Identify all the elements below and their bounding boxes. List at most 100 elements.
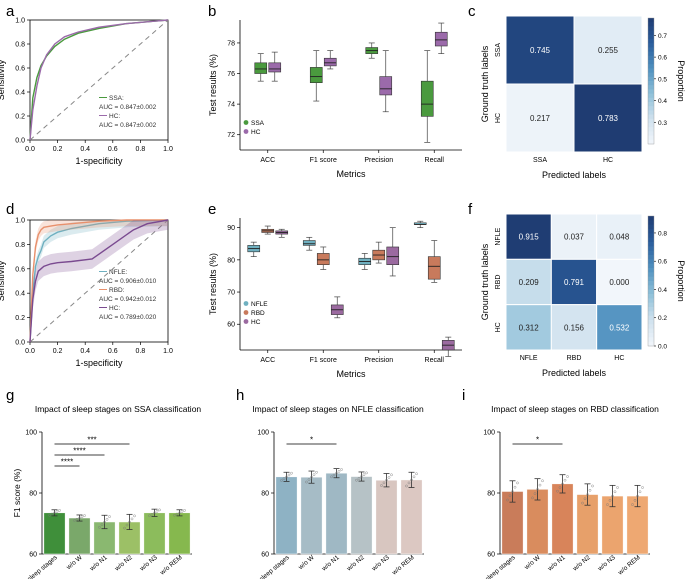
box-ssa-f1-score [309, 67, 323, 84]
x-tick-label: 0.4 [80, 146, 90, 153]
legend-label: HC [251, 319, 261, 326]
colorbar-tick-label: 0.5 [658, 76, 667, 83]
y-tick-label: 60 [261, 552, 269, 559]
legend-name: SSA: [109, 95, 124, 102]
colorbar-segment [648, 320, 654, 325]
panel-b-boxplot: 72 74 76 78 Test results (%) Metrics ACC F1 sco… [208, 20, 462, 179]
cm-cell [505, 15, 575, 85]
colorbar-segment [648, 68, 654, 74]
data-point [591, 484, 594, 488]
bar-0 [43, 512, 66, 555]
colorbar-segment [648, 30, 654, 36]
cm-value: 0.791 [564, 278, 585, 287]
legend-label: HC [251, 129, 261, 136]
box-ssa-acc [254, 62, 268, 74]
data-point [130, 517, 134, 521]
colorbar-segment [648, 246, 654, 252]
data-point [566, 475, 569, 478]
data-point [128, 520, 131, 524]
x-axis-label: 1-specificity [75, 358, 123, 368]
data-point [340, 468, 343, 471]
colorbar-tick-label: 0.6 [658, 259, 667, 266]
y-tick-label: 1.0 [15, 218, 25, 225]
cm-x-label: HC [614, 355, 624, 362]
data-point [180, 510, 184, 513]
data-point [412, 475, 416, 479]
cm-y-label: RBD [495, 275, 502, 290]
y-tick-label: 0.4 [15, 90, 25, 97]
y-axis-label: F1 score (%) [12, 469, 22, 518]
roc-curve-hc [29, 19, 169, 141]
cm-value: 0.048 [609, 233, 630, 242]
x-tick-label: w/o N2 [113, 554, 134, 573]
x-tick-label: w/o REM [390, 554, 415, 577]
x-tick-label: w/o N3 [596, 554, 617, 573]
data-point [153, 511, 156, 515]
cm-cell [596, 304, 643, 351]
box-rbd-recall [427, 256, 441, 280]
roc-curve-rbd [29, 219, 168, 343]
colorbar-segment [648, 242, 654, 247]
data-point [332, 473, 336, 477]
data-point [133, 514, 136, 518]
legend-name: HC: [109, 305, 120, 312]
data-point [282, 477, 286, 480]
bar-chart-title: Impact of sleep stages on RBD classifica… [491, 404, 659, 414]
legend-dot-rbd [243, 310, 249, 315]
legend-auc: AUC = 0.847±0.002 [99, 122, 157, 129]
cm-value: 0.532 [609, 323, 630, 332]
box-nfle-f1-score [302, 240, 316, 246]
y-tick-label: 70 [227, 290, 235, 297]
roc-curve-nfle [29, 219, 169, 343]
data-point [513, 485, 517, 489]
data-point [511, 490, 514, 493]
data-point [100, 523, 104, 526]
colorbar-segment [648, 302, 654, 308]
colorbar-tick-label: 0.8 [658, 230, 667, 237]
legend-auc: AUC = 0.789±0.020 [99, 314, 157, 321]
y-tick-label: 0.4 [15, 291, 25, 298]
cm-y-label: SSA [495, 43, 502, 57]
y-tick-label: 0.0 [15, 340, 25, 347]
y-tick-label: 60 [227, 322, 235, 329]
x-tick-label: Precision [364, 157, 393, 164]
colorbar-tick-label: 0.4 [658, 98, 667, 105]
panel-i-bar: Impact of sleep stages on RBD classifica… [468, 404, 659, 579]
cm-x-label: HC [603, 157, 613, 164]
colorbar-segment [648, 289, 654, 295]
colorbar-tick-label: 0.3 [658, 120, 667, 127]
colorbar-segment [648, 272, 654, 278]
data-point [287, 473, 291, 477]
cm-y-label: NFLE [495, 227, 502, 245]
data-point [538, 483, 542, 487]
x-tick-label: w/o N2 [345, 554, 366, 573]
y-tick-label: 0.6 [15, 66, 25, 73]
x-tick-label: w/o N1 [88, 554, 109, 573]
panel-letter-f: f [468, 201, 473, 218]
colorbar-tick-label: 0.2 [658, 315, 667, 322]
x-tick-label: w/o N3 [370, 554, 391, 573]
data-point [405, 484, 408, 488]
colorbar-segment [648, 307, 654, 312]
x-axis-label: 1-specificity [75, 156, 123, 166]
roc-band-hc [30, 220, 168, 342]
data-point [125, 523, 129, 527]
colorbar-segment [648, 89, 654, 95]
colorbar-segment [648, 337, 654, 343]
colorbar-label: Proportion [676, 260, 685, 302]
data-point [78, 516, 81, 520]
y-tick-label: 76 [227, 71, 235, 78]
y-tick-label: 80 [261, 491, 269, 498]
cm-y-axis-label: Ground truth labels [480, 45, 490, 122]
colorbar-segment [648, 220, 654, 226]
colorbar-segment [648, 131, 654, 137]
cm-x-label: SSA [533, 157, 547, 164]
colorbar-segment [648, 281, 654, 286]
cm-value: 0.783 [598, 114, 619, 123]
colorbar-segment [648, 298, 654, 304]
colorbar-segment [648, 60, 654, 65]
data-point [80, 515, 84, 519]
data-point [155, 510, 159, 513]
colorbar-segment [648, 285, 654, 291]
cm-cell [550, 304, 598, 351]
